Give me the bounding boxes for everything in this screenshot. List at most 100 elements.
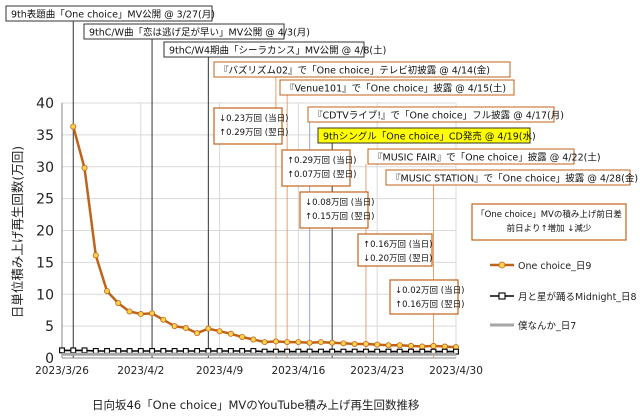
data-point [137,348,144,354]
x-tick-label: 2023/4/16 [271,365,325,377]
data-point [115,348,122,354]
axis-layer: 0 5 10 15 20 25 30 35 40 2023/3/26 2023/4/2 2023/4/… [35,96,483,377]
y-tick-label: 40 [36,96,54,112]
annotation-box [471,203,627,241]
annotation-text: 「One choice」MVの積み上げ前日差 [476,209,622,220]
event-label: 9thC/W曲「恋は逃げ足が早い」MV公開 @ 4/3(月) [89,27,310,39]
event-box [307,106,555,123]
y-tick-label: 20 [36,224,54,240]
event-box [213,61,511,78]
data-point [205,325,212,332]
data-point [194,348,201,354]
annotation-text: ↑0.16万回 (翌日) [395,300,464,310]
data-point [149,310,156,317]
data-point [126,308,133,315]
annotation-text: ↑0.29万回 (翌日) [219,128,288,138]
y-tick-label: 35 [36,128,54,144]
data-point [317,339,324,346]
data-point [81,347,88,354]
event-box [279,79,515,96]
event-label: 『MUSIC STATION』で「One choice」披露 @ 4/28(金) [391,173,638,185]
y-tick-label: 10 [36,287,54,303]
data-point [407,342,414,349]
event-label: 『CDTVライブ!』で「One choice」フル披露 @ 4/17(月) [313,110,564,122]
data-point [419,343,426,350]
data-point [396,342,403,349]
data-point [272,338,279,345]
data-point [430,342,437,349]
data-point [115,300,122,307]
data-point [284,339,291,346]
x-tick-label: 2023/4/9 [196,365,243,377]
data-point [261,339,268,346]
annotation-box [389,279,459,315]
data-point [295,339,302,346]
data-point [239,348,246,354]
data-point [205,348,212,354]
event-box [317,127,531,144]
event-box [5,5,213,22]
event-label: 9thC/W4期曲「シーラカンス」MV公開 @ 4/8(土) [169,45,386,57]
event-label: 『バズリズム02』で「One choice」テレビ初披露 @ 4/14(金) [219,65,490,77]
data-point [216,348,223,354]
data-point [329,339,336,346]
legend-layer: One choice_日9 月と星が踊るMidnight_日8 僕なんか_日7 [490,261,637,332]
data-point [92,252,99,259]
data-point [362,340,369,347]
data-point [137,311,144,318]
data-point [70,347,77,354]
chart-title: 日向坂46「One choice」MVのYouTube積み上げ再生回数推移 [92,398,420,412]
annotation-text: ↓0.20万回 (翌日) [363,254,432,264]
event-label: 『Venue101』で「One choice」披露 @ 4/15(土) [285,83,506,95]
legend-label: One choice_日9 [518,261,591,272]
annotation-text: ↓0.23万回 (当日) [219,113,288,124]
y-tick-label: 5 [45,319,54,335]
data-point [227,330,234,337]
annotation-box [213,107,283,145]
data-point [216,328,223,335]
data-point [160,316,167,323]
y-tick-label: 0 [45,351,54,367]
y-axis-label: 日単位積み上げ再生回数(万回) [10,146,25,318]
event-box [83,23,285,40]
legend-marker [498,292,506,300]
data-point [149,348,156,354]
legend-label: 月と星が踊るMidnight_日8 [518,291,637,303]
annotation-text: ↑0.29万回 (当日) [287,155,356,166]
annotation-text: ↓0.02万回 (当日) [395,285,464,296]
event-box-layer: 9th表題曲「One choice」MV公開 @ 3/27(月) 9thC/W曲「… [5,5,638,186]
x-tick-label: 2023/4/30 [429,365,483,377]
data-point [171,348,178,354]
data-point [92,348,99,354]
data-point [340,340,347,347]
annotation-text: ↓0.08万回 (当日) [305,197,374,208]
annotation-text: ↑0.16万回 (当日) [363,239,432,250]
data-point [194,330,201,337]
series-layer [59,123,459,356]
data-point [374,341,381,348]
data-point [160,348,167,354]
data-point [126,348,133,354]
data-point [182,348,189,354]
event-label: 『MUSIC FAIR』で「One choice」披露 @ 4/22(土) [373,152,601,164]
annotation-text: ↑0.15万回 (翌日) [305,212,374,222]
annotation-box [299,191,369,229]
x-tick-label: 2023/4/2 [117,365,164,377]
event-label: 9thシングル「One choice」CD発売 @ 4/19(水) [323,131,536,143]
data-point [104,348,110,354]
data-point [171,323,178,330]
data-point [385,342,392,349]
data-point [239,333,246,340]
data-point [59,347,65,354]
annotation-box [281,149,351,187]
data-point [250,348,257,354]
x-tick-label: 2023/3/26 [35,365,89,377]
y-tick-label: 25 [36,192,54,208]
data-point [250,336,257,343]
legend-marker [498,261,506,269]
annotation-text: 前日より↑増加 ↓減少 [507,223,592,234]
event-box [163,41,365,58]
annotation-text: ↑0.07万回 (翌日) [287,170,356,180]
data-point [227,348,234,354]
annotation-box [357,233,433,267]
